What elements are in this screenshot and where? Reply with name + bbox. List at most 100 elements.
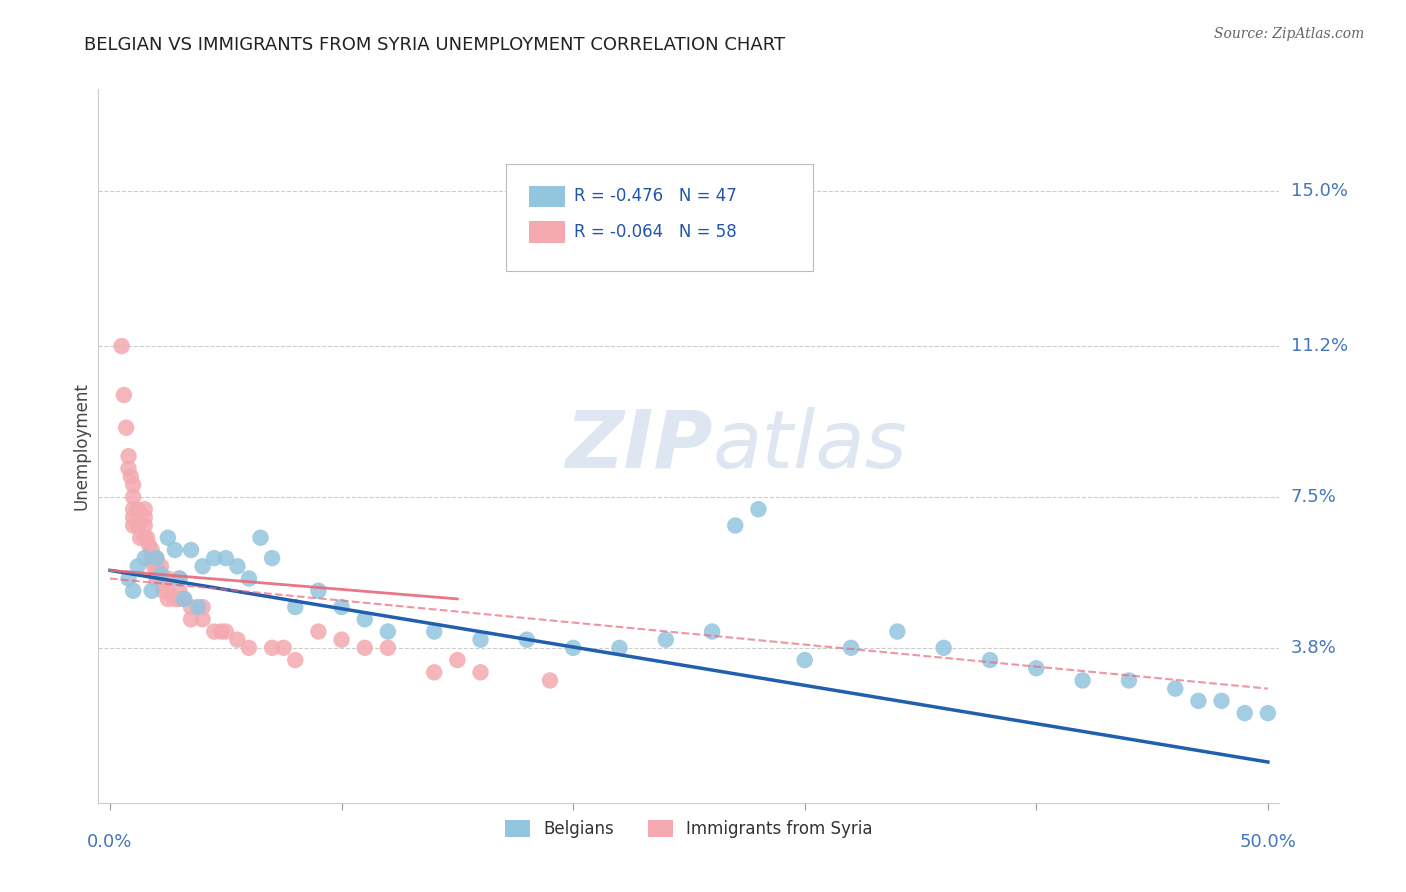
Point bbox=[238, 572, 260, 586]
Point bbox=[122, 518, 145, 533]
Point bbox=[353, 612, 375, 626]
Point bbox=[145, 551, 167, 566]
Point bbox=[1118, 673, 1140, 688]
Point bbox=[209, 624, 232, 639]
Point bbox=[202, 624, 225, 639]
Point bbox=[112, 388, 135, 402]
Point bbox=[446, 653, 468, 667]
Point bbox=[134, 531, 156, 545]
Point bbox=[273, 640, 295, 655]
Point bbox=[141, 551, 163, 566]
Point bbox=[136, 531, 159, 545]
Point bbox=[1025, 661, 1047, 675]
Point bbox=[145, 567, 167, 582]
Point bbox=[307, 624, 329, 639]
Point bbox=[152, 583, 174, 598]
Point bbox=[169, 583, 191, 598]
Point bbox=[143, 559, 166, 574]
Legend: Belgians, Immigrants from Syria: Belgians, Immigrants from Syria bbox=[499, 813, 879, 845]
Point bbox=[226, 559, 249, 574]
Text: BELGIAN VS IMMIGRANTS FROM SYRIA UNEMPLOYMENT CORRELATION CHART: BELGIAN VS IMMIGRANTS FROM SYRIA UNEMPLO… bbox=[84, 36, 786, 54]
Point bbox=[134, 551, 156, 566]
Point bbox=[163, 591, 186, 606]
Point bbox=[538, 673, 561, 688]
Point bbox=[156, 572, 179, 586]
Point bbox=[169, 572, 191, 586]
Point bbox=[1257, 706, 1279, 720]
Point bbox=[226, 632, 249, 647]
Point bbox=[187, 600, 209, 615]
Point bbox=[134, 502, 156, 516]
Point bbox=[149, 567, 172, 582]
Point bbox=[141, 543, 163, 558]
Point bbox=[156, 591, 179, 606]
Text: R = -0.064   N = 58: R = -0.064 N = 58 bbox=[575, 223, 737, 241]
Text: R = -0.476   N = 47: R = -0.476 N = 47 bbox=[575, 187, 737, 205]
Point bbox=[423, 665, 446, 680]
Y-axis label: Unemployment: Unemployment bbox=[72, 382, 90, 510]
Point bbox=[1233, 706, 1256, 720]
Point bbox=[202, 551, 225, 566]
Point bbox=[180, 612, 202, 626]
Point bbox=[134, 518, 156, 533]
Point bbox=[163, 543, 186, 558]
Text: 11.2%: 11.2% bbox=[1291, 337, 1348, 355]
Point bbox=[173, 591, 195, 606]
Point bbox=[377, 640, 399, 655]
Point bbox=[262, 640, 284, 655]
Point bbox=[149, 572, 172, 586]
Point bbox=[145, 572, 167, 586]
Point bbox=[149, 559, 172, 574]
Point bbox=[156, 583, 179, 598]
Point bbox=[330, 600, 353, 615]
Text: 3.8%: 3.8% bbox=[1291, 639, 1336, 657]
Point bbox=[117, 449, 139, 463]
Point bbox=[156, 531, 179, 545]
Point bbox=[1211, 694, 1233, 708]
Point bbox=[609, 640, 631, 655]
Point bbox=[215, 551, 238, 566]
Point bbox=[191, 600, 214, 615]
Point bbox=[215, 624, 238, 639]
Point bbox=[169, 591, 191, 606]
Point bbox=[134, 510, 156, 524]
Point bbox=[886, 624, 908, 639]
Point bbox=[122, 477, 145, 491]
Point bbox=[173, 591, 195, 606]
Point bbox=[262, 551, 284, 566]
Point bbox=[747, 502, 769, 516]
Point bbox=[127, 502, 149, 516]
Point bbox=[307, 583, 329, 598]
Point bbox=[724, 518, 747, 533]
Point bbox=[122, 583, 145, 598]
Point bbox=[238, 640, 260, 655]
Point bbox=[979, 653, 1001, 667]
Text: ZIP: ZIP bbox=[565, 407, 713, 485]
Text: 0.0%: 0.0% bbox=[87, 833, 132, 851]
Point bbox=[932, 640, 955, 655]
Text: 15.0%: 15.0% bbox=[1291, 182, 1347, 200]
Point bbox=[180, 600, 202, 615]
Point bbox=[145, 551, 167, 566]
Point bbox=[169, 572, 191, 586]
FancyBboxPatch shape bbox=[506, 164, 813, 271]
Point bbox=[330, 632, 353, 647]
Point bbox=[1187, 694, 1209, 708]
Text: atlas: atlas bbox=[713, 407, 907, 485]
Point bbox=[145, 559, 167, 574]
Point bbox=[793, 653, 815, 667]
Point bbox=[353, 640, 375, 655]
Point bbox=[180, 543, 202, 558]
Point bbox=[1164, 681, 1187, 696]
Point bbox=[122, 510, 145, 524]
Point bbox=[562, 640, 585, 655]
Point bbox=[423, 624, 446, 639]
Point bbox=[141, 583, 163, 598]
Point bbox=[122, 490, 145, 504]
Point bbox=[120, 469, 142, 483]
Point bbox=[470, 632, 492, 647]
Point bbox=[122, 502, 145, 516]
Point bbox=[700, 624, 723, 639]
FancyBboxPatch shape bbox=[530, 186, 565, 207]
Point bbox=[377, 624, 399, 639]
